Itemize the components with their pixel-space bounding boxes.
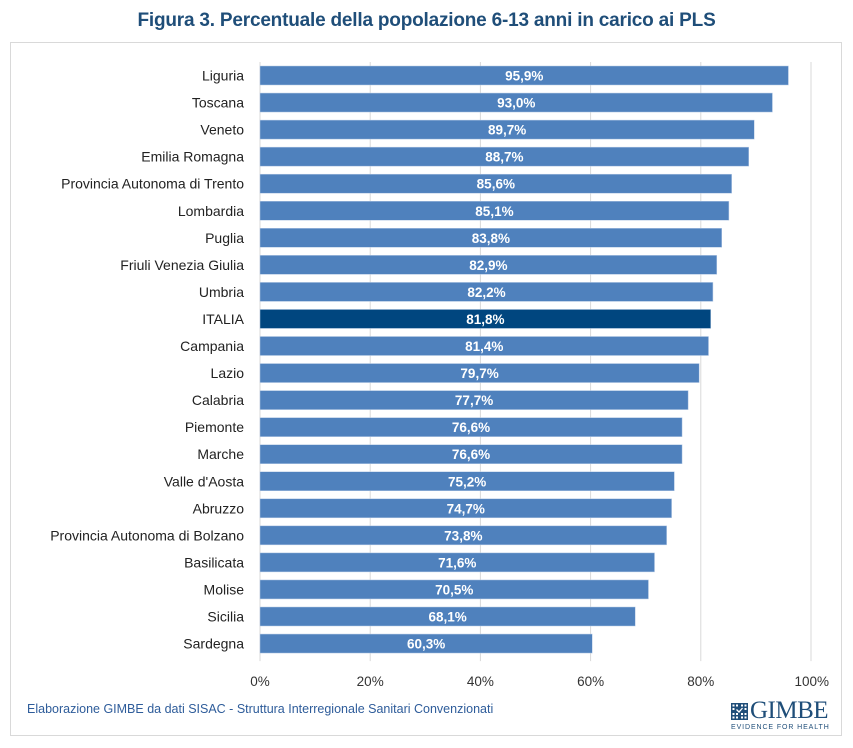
category-label: Basilicata [184, 554, 244, 570]
category-label: Marche [197, 446, 244, 462]
category-label: Lombardia [178, 203, 244, 219]
x-tick-label: 40% [467, 674, 494, 689]
data-label: 73,8% [444, 528, 482, 543]
data-label: 95,9% [505, 69, 543, 84]
logo-name: GIMBE [750, 697, 829, 724]
data-label: 83,8% [472, 231, 510, 246]
data-labels: 95,9% 93,0% 89,7% 88,7% 85,6% 85,1% 83,8% 82,9%… [407, 69, 543, 652]
bar [259, 633, 593, 654]
bar-highlight [259, 309, 711, 329]
bar [259, 201, 730, 221]
data-label: 89,7% [488, 123, 526, 138]
category-label: Abruzzo [193, 500, 245, 516]
bar [259, 525, 667, 546]
bar [259, 173, 732, 194]
bar [259, 579, 649, 600]
data-label: 75,2% [448, 474, 486, 489]
bar [259, 444, 683, 464]
bar [259, 146, 749, 167]
category-label: Puglia [205, 230, 244, 246]
data-label: 82,2% [467, 285, 505, 300]
logo-grid-icon [731, 703, 748, 720]
category-label: Umbria [199, 284, 244, 300]
category-label: Provincia Autonoma di Trento [61, 176, 244, 192]
x-tick-label: 20% [357, 674, 384, 689]
data-label: 77,7% [455, 393, 493, 408]
bar [259, 498, 672, 519]
bar [259, 282, 714, 302]
data-label: 74,7% [447, 501, 485, 516]
category-label: Lazio [211, 365, 245, 381]
bar [259, 363, 700, 383]
category-label: Calabria [192, 392, 244, 408]
x-axis-ticks: 0% 20% 40% 60% 80% 100% [250, 674, 829, 689]
category-label: Provincia Autonoma di Bolzano [50, 527, 244, 543]
data-label: 68,1% [428, 610, 466, 625]
bar [259, 65, 789, 86]
x-tick-label: 80% [687, 674, 714, 689]
bars [259, 65, 789, 654]
bar [259, 92, 773, 113]
x-tick-label: 100% [794, 674, 829, 689]
data-label: 82,9% [469, 258, 507, 273]
data-label: 60,3% [407, 637, 445, 652]
bar [259, 606, 636, 627]
data-label: 70,5% [435, 582, 473, 597]
logo-tagline: EVIDENCE FOR HEALTH [731, 724, 830, 731]
category-label: Campania [180, 338, 244, 354]
category-label: Veneto [200, 122, 244, 138]
bar [259, 119, 755, 140]
source-note: Elaborazione GIMBE da dati SISAC - Strut… [27, 702, 494, 716]
category-label: Sardegna [183, 636, 244, 652]
data-label: 85,6% [477, 177, 515, 192]
bar [259, 228, 722, 248]
x-tick-label: 0% [250, 674, 270, 689]
data-label: 76,6% [452, 447, 490, 462]
category-labels: Liguria Toscana Veneto Emilia Romagna Provin… [50, 68, 244, 652]
bar [259, 552, 655, 573]
data-label: 76,6% [452, 420, 490, 435]
data-label: 81,4% [465, 339, 503, 354]
data-label: 81,8% [466, 312, 504, 327]
category-label: ITALIA [202, 311, 244, 327]
category-label: Molise [204, 581, 245, 597]
data-label: 71,6% [438, 555, 476, 570]
category-label: Toscana [192, 95, 244, 111]
data-label: 85,1% [475, 204, 513, 219]
data-label: 88,7% [485, 150, 523, 165]
bar [259, 471, 675, 491]
category-label: Emilia Romagna [141, 149, 244, 165]
bar [259, 255, 718, 275]
gimbe-logo: GIMBE EVIDENCE FOR HEALTH [731, 697, 831, 736]
category-label: Sicilia [207, 609, 244, 625]
bar [259, 336, 709, 356]
bar [259, 390, 689, 410]
bar [259, 417, 683, 437]
data-label: 93,0% [497, 96, 535, 111]
category-label: Liguria [202, 68, 244, 84]
data-label: 79,7% [460, 366, 498, 381]
chart-title: Figura 3. Percentuale della popolazione … [137, 10, 716, 31]
category-label: Piemonte [185, 419, 244, 435]
x-tick-label: 60% [577, 674, 604, 689]
category-label: Valle d'Aosta [164, 473, 244, 489]
category-label: Friuli Venezia Giulia [120, 257, 244, 273]
